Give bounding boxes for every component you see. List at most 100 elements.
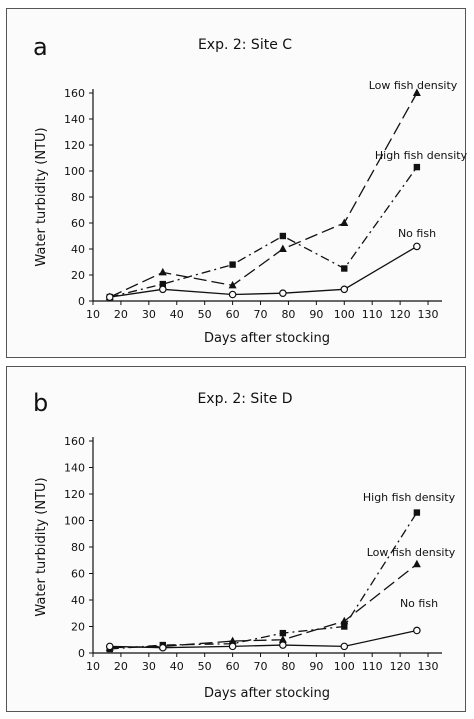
series-low-fish-density [105,88,421,301]
x-tick-label: 50 [198,660,212,673]
y-tick-label: 140 [64,113,85,126]
chart-site-c: a Exp. 2: Site C 0 20 40 60 80 100 120 140 160 10 20… [33,33,467,346]
y-tick-label: 0 [78,295,85,308]
x-tick-label: 70 [254,660,268,673]
data-point-square [341,623,348,630]
data-point-circle [159,285,167,294]
data-point-circle [340,285,349,294]
chart-panel-site-c: a Exp. 2: Site C 0 20 40 60 80 100 120 140 160 10 20… [6,8,467,358]
data-point-circle [105,293,114,301]
x-tick-label: 100 [334,660,355,673]
series-line [109,92,418,298]
y-tick-label: 60 [71,568,85,581]
x-tick-label: 70 [254,308,268,321]
x-tick-label: 130 [418,308,439,321]
y-tick-label: 100 [64,165,85,178]
y-tick-label: 160 [64,87,85,100]
series-label: Low fish density [367,546,456,559]
data-point-triangle [412,559,421,568]
x-axis-label: Days after stocking [204,331,330,346]
y-tick-label: 160 [64,435,85,448]
data-point-circle [228,642,237,651]
data-point-triangle [340,616,349,625]
series-no-fish [105,242,421,301]
panel-letter: a [33,33,48,61]
chart-site-d: b Exp. 2: Site D 0 20 40 60 80 100 120 140 160 10 20… [33,389,456,701]
data-point-square [229,261,236,268]
x-tick-label: 50 [198,308,212,321]
data-point-triangle [340,218,349,226]
series-line [109,629,418,649]
series-label: High fish density [363,491,456,504]
data-point-square [279,629,287,637]
y-axis-label: Water turbidity (NTU) [34,477,49,616]
data-point-circle [413,626,421,635]
x-tick-label: 120 [390,308,411,321]
y-tick-label: 80 [71,541,85,554]
y-tick-label: 120 [64,488,85,501]
x-tick-label: 30 [142,308,156,321]
data-point-triangle [412,88,421,96]
series-line [109,512,418,650]
chart-title: Exp. 2: Site C [198,37,292,53]
x-tick-label: 10 [86,660,100,673]
series-high-fish-density [106,509,421,653]
data-point-circle [413,242,421,251]
x-tick-label: 20 [114,308,128,321]
data-point-triangle [278,635,287,643]
data-point-triangle [158,267,167,276]
y-tick-label: 100 [64,515,85,528]
y-tick-label: 80 [71,191,85,204]
panel-letter: b [33,389,48,417]
series-label: Low fish density [369,79,458,92]
series-label: High fish density [375,149,467,162]
x-tick-label: 90 [309,308,323,321]
data-point-circle [279,641,287,649]
x-tick-label: 80 [281,660,295,673]
y-tick-label: 20 [71,269,85,282]
x-tick-label: 30 [142,660,156,673]
x-tick-label: 110 [362,308,383,321]
y-axis-label: Water turbidity (NTU) [34,127,49,266]
chart-panel-site-d: b Exp. 2: Site D 0 20 40 60 80 100 120 140 160 10 20… [6,366,466,712]
y-tick-label: 120 [64,139,85,152]
data-point-square [159,280,166,288]
y-tick-label: 60 [71,217,85,230]
series-high-fish-density [106,163,421,301]
y-tick-label: 40 [71,594,85,607]
series-line [109,563,418,649]
series-no-fish [105,626,421,652]
x-tick-label: 60 [226,308,240,321]
y-tick-label: 20 [71,621,85,634]
x-tick-label: 10 [86,308,100,321]
x-tick-label: 40 [170,660,184,673]
x-tick-label: 110 [362,660,383,673]
x-tick-label: 80 [281,308,295,321]
x-tick-label: 100 [334,308,355,321]
data-point-circle [228,290,237,299]
x-tick-label: 40 [170,308,184,321]
data-point-circle [340,642,349,651]
y-tick-label: 0 [78,647,85,660]
x-axis-label: Days after stocking [204,686,330,701]
x-tick-label: 90 [309,660,323,673]
x-tick-label: 130 [418,660,439,673]
data-point-triangle [278,244,287,252]
chart-title: Exp. 2: Site D [197,391,292,407]
y-tick-label: 40 [71,243,85,256]
series-label: No fish [398,227,436,240]
data-point-circle [105,642,114,651]
x-tick-label: 20 [114,660,128,673]
series-line [109,245,418,298]
data-point-triangle [228,636,237,645]
data-point-triangle [228,280,237,289]
data-point-circle [279,289,287,298]
data-point-square [413,509,421,516]
x-tick-label: 60 [226,660,240,673]
x-tick-label: 120 [390,660,411,673]
data-point-circle [159,643,167,652]
data-point-square [279,232,287,240]
data-point-square [413,163,421,171]
series-line [109,166,418,298]
data-point-square [341,265,348,272]
